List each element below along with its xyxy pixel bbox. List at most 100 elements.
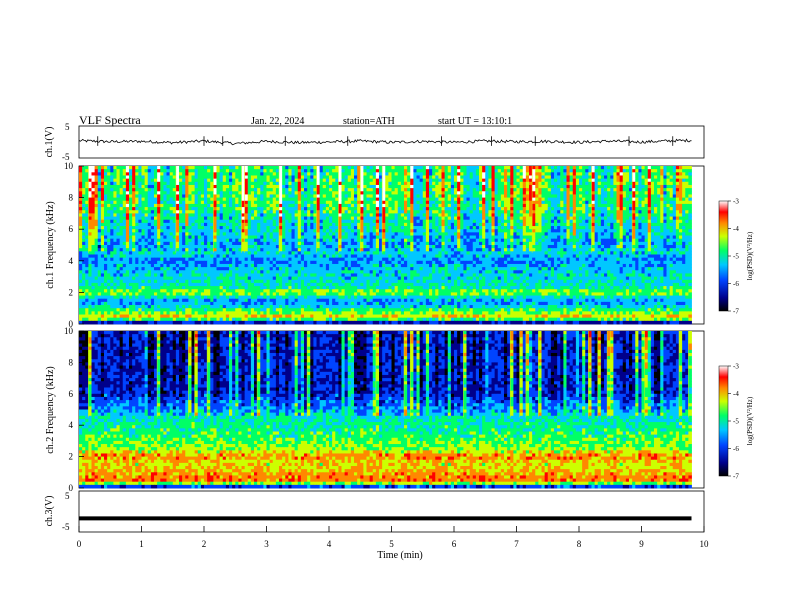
spectrogram-cell [367, 179, 371, 183]
spectrogram-cell [635, 201, 639, 205]
spectrogram-cell [367, 210, 371, 214]
spectrogram-cell [551, 220, 555, 224]
spectrogram-cell [538, 191, 542, 195]
spectrogram-cell [329, 166, 333, 170]
spectrogram-cell [613, 169, 617, 173]
spectrogram-cell [92, 232, 96, 236]
spectrogram-cell [610, 223, 614, 227]
spectrogram-cell [538, 242, 542, 246]
spectrogram-cell [404, 213, 408, 217]
spectrogram-cell [507, 198, 511, 202]
spectrogram-cell [442, 232, 446, 236]
spectrogram-cell [254, 182, 258, 186]
spectrogram-cell [98, 229, 102, 233]
spectrogram-cell [623, 182, 627, 186]
spectrogram-cell [170, 226, 174, 230]
spectrogram-cell [307, 213, 311, 217]
spectrogram-cell [404, 182, 408, 186]
spectrogram-cell [632, 182, 636, 186]
spectrogram-cell [604, 210, 608, 214]
spectrogram-cell [354, 185, 358, 189]
spectrogram-cell [101, 169, 105, 173]
spectrogram-cell [401, 239, 405, 243]
spectrogram-cell [385, 182, 389, 186]
spectrogram-cell [476, 188, 480, 192]
spectrogram-cell [317, 232, 321, 236]
spectrogram-cell [551, 226, 555, 230]
spectrogram-cell [617, 232, 621, 236]
spectrogram-cell [107, 236, 111, 240]
spectrogram-cell [451, 223, 455, 227]
spectrogram-cell [257, 191, 261, 195]
spectrogram-cell [657, 229, 661, 233]
spectrogram-cell [398, 226, 402, 230]
spectrogram-cell [98, 194, 102, 198]
spectrogram-cell [676, 220, 680, 224]
spectrogram-cell [82, 182, 86, 186]
spectrogram-cell [117, 204, 121, 208]
spectrogram-cell [626, 229, 630, 233]
spectrogram-cell [476, 175, 480, 179]
spectrogram-cell [663, 226, 667, 230]
spectrogram-cell [295, 169, 299, 173]
spectrogram-cell [476, 182, 480, 186]
spectrogram-cell [132, 223, 136, 227]
spectrogram-cell [576, 232, 580, 236]
spectrogram-cell [160, 179, 164, 183]
spectrogram-cell [151, 166, 155, 170]
spectrogram-cell [292, 239, 296, 243]
spectrogram-cell [404, 226, 408, 230]
spectrogram-cell [201, 242, 205, 246]
spectrogram-cell [317, 226, 321, 230]
spectrogram-cell [454, 166, 458, 170]
spectrogram-cell [160, 207, 164, 211]
spectrogram-cell [513, 198, 517, 202]
spectrogram-cell [376, 236, 380, 240]
spectrogram-cell [651, 198, 655, 202]
spectrogram-cell [332, 229, 336, 233]
spectrogram-cell [504, 201, 508, 205]
spectrogram-cell [367, 169, 371, 173]
spectrogram-cell [151, 213, 155, 217]
spectrogram-cell [107, 175, 111, 179]
spectrogram-cell [113, 245, 117, 249]
spectrogram-cell [429, 191, 433, 195]
spectrogram-cell [395, 217, 399, 221]
spectrogram-cell [592, 198, 596, 202]
spectrogram-cell [263, 226, 267, 230]
spectrogram-cell [88, 220, 92, 224]
spectrogram-cell [392, 213, 396, 217]
spectrogram-cell [329, 207, 333, 211]
spectrogram-cell [160, 239, 164, 243]
spectrogram-cell [504, 242, 508, 246]
spectrogram-cell [232, 169, 236, 173]
spectrogram-cell [407, 194, 411, 198]
spectrogram-cell [145, 169, 149, 173]
spectrogram-cell [576, 223, 580, 227]
spectrogram-cell [554, 185, 558, 189]
spectrogram-cell [613, 220, 617, 224]
spectrogram-cell [213, 175, 217, 179]
spectrogram-cell [492, 169, 496, 173]
spectrogram-cell [279, 182, 283, 186]
spectrogram-cell [360, 182, 364, 186]
spectrogram-cell [538, 229, 542, 233]
spectrogram-cell [423, 236, 427, 240]
spectrogram-cell [229, 207, 233, 211]
spectrogram-cell [235, 213, 239, 217]
spectrogram-cell [307, 198, 311, 202]
spectrogram-cell [623, 166, 627, 170]
spectrogram-cell [307, 239, 311, 243]
spectrogram-cell [423, 204, 427, 208]
spectrogram-cell [467, 166, 471, 170]
spectrogram-cell [326, 201, 330, 205]
spectrogram-cell [267, 166, 271, 170]
spectrogram-cell [488, 226, 492, 230]
spectrogram-cell [682, 166, 686, 170]
spectrogram-cell [582, 172, 586, 176]
spectrogram-cell [245, 245, 249, 249]
spectrogram-cell [585, 226, 589, 230]
spectrogram-cell [626, 223, 630, 227]
spectrogram-cell [460, 239, 464, 243]
spectrogram-cell [232, 220, 236, 224]
